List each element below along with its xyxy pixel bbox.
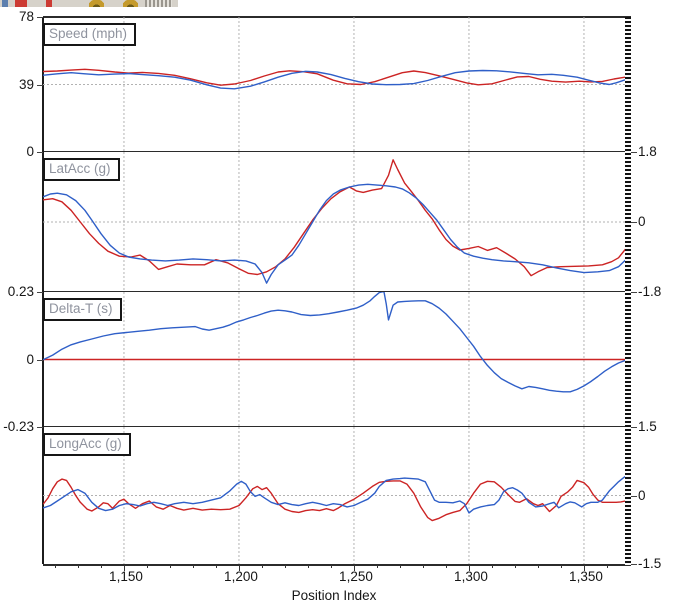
- x-tick-label: 1,250: [339, 569, 373, 584]
- series-line-blue: [43, 69, 625, 90]
- x-minor-tick: [445, 565, 447, 568]
- y-tick-label: 0: [638, 214, 646, 229]
- panel-deltat[interactable]: Delta-T (s): [43, 292, 625, 427]
- x-minor-tick: [606, 565, 608, 568]
- panel-speed[interactable]: Speed (mph): [43, 17, 625, 152]
- panel-latacc[interactable]: LatAcc (g): [43, 152, 625, 292]
- x-minor-tick: [54, 565, 56, 568]
- y-tick-label: 1.5: [638, 419, 657, 434]
- y-tick: [631, 292, 637, 293]
- x-minor-tick: [261, 565, 263, 568]
- undo-icon[interactable]: [2, 0, 8, 7]
- y-tick: [37, 359, 43, 361]
- x-tick-label: 1,350: [569, 569, 603, 584]
- y-tick: [631, 222, 637, 223]
- panel-label-latacc[interactable]: LatAcc (g): [43, 158, 120, 181]
- x-major-tick: [353, 565, 355, 571]
- x-minor-tick: [376, 565, 378, 568]
- right-edge-marker-strip: [625, 17, 631, 565]
- coin-icon[interactable]: [123, 0, 138, 7]
- series-line-blue: [43, 475, 625, 514]
- panel-label-longacc[interactable]: LongAcc (g): [43, 433, 131, 456]
- x-major-tick: [583, 565, 585, 571]
- y-tick-label: -1.8: [638, 284, 662, 299]
- x-major-tick: [238, 565, 240, 571]
- y-tick-label: 0: [26, 351, 34, 367]
- series-line-blue: [43, 292, 625, 393]
- x-minor-tick: [399, 565, 401, 568]
- panel-divider-2: [43, 291, 631, 292]
- y-axis-line: [42, 17, 44, 564]
- redo-icon[interactable]: [15, 0, 27, 7]
- panel-label-speed[interactable]: Speed (mph): [43, 23, 137, 46]
- y-tick: [631, 495, 637, 497]
- coin-icon[interactable]: [89, 0, 104, 7]
- grid-icon[interactable]: [145, 0, 172, 7]
- panel-label-deltat[interactable]: Delta-T (s): [43, 298, 122, 321]
- y-tick: [37, 84, 43, 86]
- y-tick-label: 0: [26, 144, 34, 159]
- y-tick-label: 0: [638, 487, 646, 503]
- x-minor-tick: [307, 565, 309, 568]
- longacc-plot[interactable]: [43, 427, 625, 564]
- x-minor-tick: [330, 565, 332, 568]
- series-line-red: [43, 68, 625, 86]
- chart-top-border: [43, 16, 631, 18]
- y-tick: [631, 427, 637, 428]
- toolbar-sliver[interactable]: [0, 0, 178, 7]
- x-major-tick: [123, 565, 125, 571]
- y-tick-label: 0.23: [7, 284, 34, 299]
- x-minor-tick: [146, 565, 148, 568]
- x-minor-tick: [100, 565, 102, 568]
- y-tick: [37, 152, 43, 153]
- panel-longacc[interactable]: LongAcc (g): [43, 427, 625, 564]
- y-tick-label: 39: [18, 76, 34, 92]
- x-minor-tick: [192, 565, 194, 568]
- x-axis-title: Position Index: [291, 588, 377, 603]
- x-tick-label: 1,200: [224, 569, 258, 584]
- x-minor-tick: [537, 565, 539, 568]
- x-minor-tick: [560, 565, 562, 568]
- x-minor-tick: [422, 565, 424, 568]
- x-minor-tick: [215, 565, 217, 568]
- series-line-blue: [43, 183, 625, 284]
- y-tick: [37, 427, 43, 428]
- x-axis-line: [43, 564, 631, 566]
- y-tick-label: -0.23: [3, 419, 34, 434]
- series-line-red: [43, 478, 625, 522]
- x-minor-tick: [491, 565, 493, 568]
- y-tick: [37, 17, 43, 18]
- x-major-tick: [468, 565, 470, 571]
- panel-divider-3: [43, 426, 631, 427]
- marker-icon[interactable]: [46, 0, 52, 7]
- panel-divider-1: [43, 151, 631, 152]
- x-minor-tick: [77, 565, 79, 568]
- x-minor-tick: [169, 565, 171, 568]
- x-minor-tick: [514, 565, 516, 568]
- y-tick-label: 78: [18, 9, 34, 24]
- x-tick-label: 1,300: [454, 569, 488, 584]
- y-tick-label: -1.5: [638, 556, 662, 571]
- y-tick-label: 1.8: [638, 144, 657, 159]
- deltat-plot[interactable]: [43, 292, 625, 427]
- x-tick-label: 1,150: [109, 569, 143, 584]
- series-line-red: [43, 159, 625, 277]
- x-minor-tick: [284, 565, 286, 568]
- latacc-plot[interactable]: [43, 152, 625, 292]
- y-tick: [631, 152, 637, 153]
- speed-plot[interactable]: [43, 17, 625, 152]
- y-tick: [631, 564, 637, 565]
- y-tick: [37, 292, 43, 293]
